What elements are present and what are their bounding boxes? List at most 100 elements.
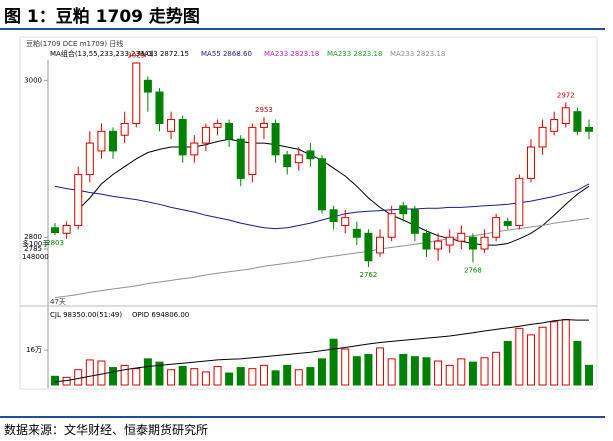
volume-bar: [492, 351, 501, 386]
candle-body: [526, 146, 535, 179]
candle-body: [503, 221, 512, 226]
volume-bar: [201, 371, 210, 386]
volume-bar: [109, 367, 118, 386]
candle-body: [376, 236, 385, 254]
legend-entry: MA55 2868.60: [201, 50, 252, 58]
volume-bar: [259, 364, 268, 386]
candle-body: [248, 126, 257, 175]
volume-bar: [283, 364, 292, 386]
candle-body: [62, 224, 71, 234]
volume-bar: [376, 347, 385, 386]
candle-body: [318, 158, 326, 211]
candle-body: [236, 138, 245, 179]
volume-bar: [561, 319, 570, 386]
chart-frame: [19, 36, 598, 390]
source: 数据来源：文华财经、恒泰期货研究所: [4, 423, 209, 437]
open-interest-line: [54, 319, 589, 383]
candle-body: [74, 173, 83, 226]
volume-bar: [538, 326, 547, 386]
volume-legend: CJL 98350.00(51:49): [50, 311, 122, 319]
volume-bar: [364, 353, 373, 386]
volume-bar: [120, 364, 129, 386]
volume-bar: [178, 365, 187, 386]
volume-bar: [434, 360, 443, 386]
price-annotation: 2953: [255, 106, 273, 114]
candle-body: [329, 209, 338, 223]
candle-body: [178, 119, 187, 156]
candle-body: [468, 236, 477, 250]
legend-entry: MA233 2823.18: [390, 50, 445, 58]
candle-body: [387, 213, 396, 238]
candle-body: [585, 126, 593, 132]
ma-line: [77, 138, 590, 246]
candle-body: [364, 232, 373, 262]
volume-bar: [445, 364, 454, 386]
legend-title: MA组合(13,55,233,233,233,0): [50, 49, 154, 58]
volume-bar: [97, 360, 106, 386]
volume-bar: [480, 357, 489, 386]
candle-body: [167, 119, 176, 132]
candle-body: [283, 154, 292, 168]
candle-body: [538, 126, 547, 148]
volume-bar: [399, 353, 408, 386]
volume-bar: [515, 327, 524, 386]
volume-bar: [225, 372, 234, 386]
candle-body: [143, 79, 152, 93]
candle-body: [213, 122, 222, 128]
ma-line: [54, 183, 590, 230]
volume-bar: [503, 340, 512, 386]
candle-body: [561, 107, 570, 124]
page-title: 图 1：豆粕 1709 走势图: [4, 7, 200, 27]
volume-bar: [410, 356, 419, 386]
chart-header: 豆粕(1709 DCE m1709) 日线: [26, 39, 123, 48]
volume-bar: [306, 367, 315, 386]
legend-entry: MA233 2823.18: [264, 50, 319, 58]
candle-body: [515, 177, 524, 226]
price-annotation: 2803: [46, 239, 64, 247]
volume-bar: [236, 367, 245, 386]
candle-body: [109, 130, 118, 152]
volume-bar: [85, 359, 94, 386]
legend-entry: MA13 2872.15: [138, 50, 189, 58]
volume-bar: [526, 334, 535, 386]
price-annotation: 2762: [360, 271, 378, 279]
candle-body: [550, 119, 559, 132]
volume-bar: [51, 375, 59, 386]
candle-body: [155, 91, 164, 124]
candle-body: [225, 122, 234, 140]
candle-body: [341, 217, 350, 226]
volume-bar: [387, 358, 396, 386]
volume-bar: [271, 370, 280, 386]
volume-bar: [143, 358, 152, 386]
source-rule: [0, 416, 605, 418]
period-label: 47天: [50, 298, 66, 306]
volume-bar: [155, 361, 164, 386]
candle-body: [573, 111, 582, 132]
volume-bar: [457, 358, 466, 386]
volume-bar: [74, 369, 83, 386]
candle-body: [51, 227, 59, 234]
y-tick-label: 3000: [24, 76, 42, 84]
price-annotation: 3023: [127, 51, 145, 59]
candle-body: [445, 236, 454, 246]
candle-body: [97, 130, 106, 152]
candle-body: [201, 126, 210, 144]
title-rule: [0, 28, 605, 30]
side-label: 多100手: [22, 239, 49, 248]
candle-body: [457, 232, 466, 242]
candle-body: [410, 209, 419, 234]
candle-body: [259, 122, 268, 128]
candle-body: [480, 236, 489, 250]
volume-bar: [248, 368, 257, 386]
volume-bar: [294, 369, 303, 386]
volume-bar: [132, 368, 141, 386]
candle-body: [132, 62, 141, 124]
volume-bar: [550, 321, 559, 386]
candle-body: [306, 150, 315, 160]
candle-body: [399, 205, 408, 215]
side-label: 148000: [22, 253, 49, 261]
volume-bar: [468, 361, 477, 386]
candle-body: [434, 240, 443, 250]
candle-body: [85, 142, 94, 175]
